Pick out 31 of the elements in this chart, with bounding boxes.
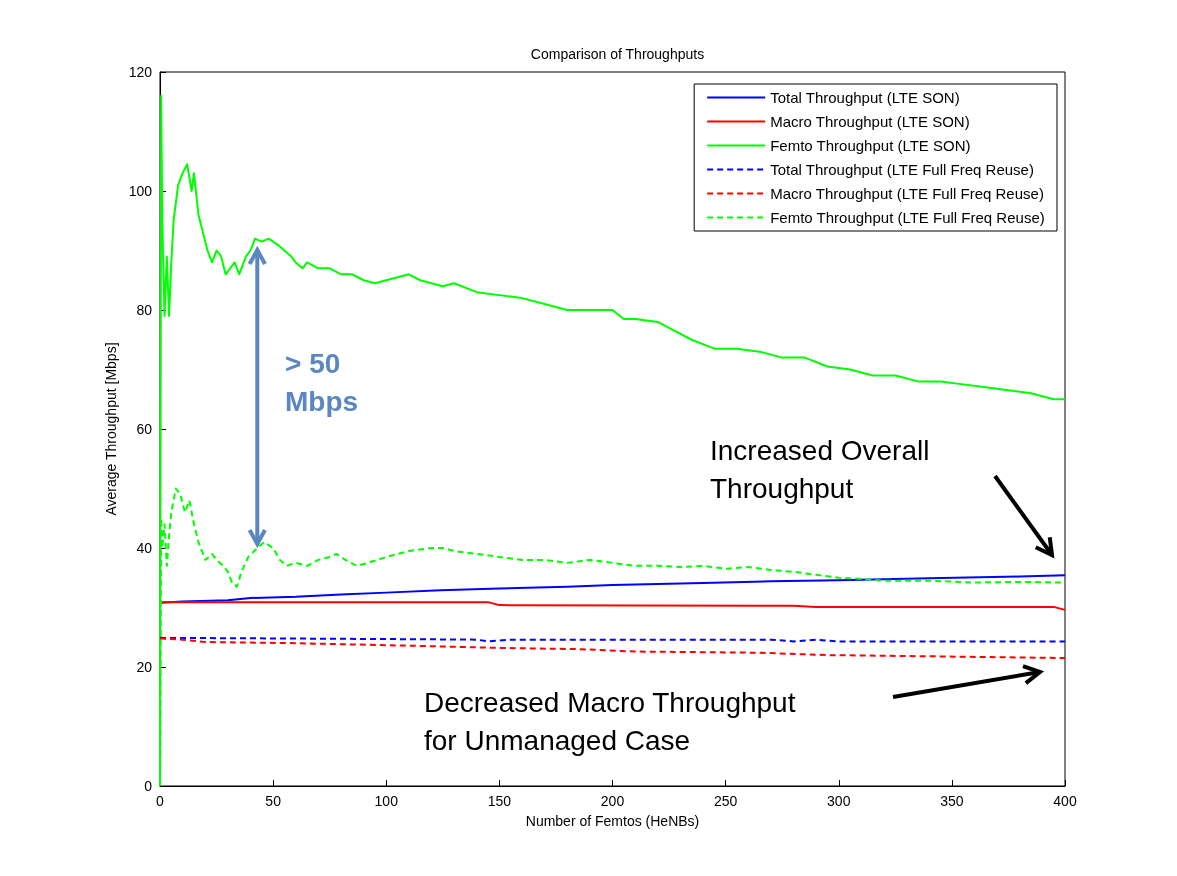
legend-label: Total Throughput (LTE Full Freq Reuse) [770, 161, 1034, 178]
x-axis-title: Number of Femtos (HeNBs) [525, 813, 700, 829]
line-series [159, 601, 1066, 611]
x-tick-label: 300 [827, 793, 851, 809]
line-series [159, 637, 1066, 660]
legend-label: Macro Throughput (LTE SON) [770, 113, 970, 130]
annotation: Decreased Macro Throughput for Unmanaged Case [424, 687, 796, 757]
y-tick-label: 120 [128, 64, 153, 80]
x-tick-label: 400 [1053, 793, 1077, 809]
y-tick-label: 100 [128, 183, 153, 199]
x-tick-label: 100 [374, 793, 399, 809]
x-tick-label: 0 [156, 793, 165, 809]
x-tick-label: 350 [940, 793, 964, 809]
y-tick-label: 80 [136, 302, 153, 318]
legend-label: Total Throughput (LTE SON) [770, 89, 960, 106]
annotation: Increased Overall Throughput [710, 435, 930, 505]
x-tick-label: 250 [713, 793, 738, 809]
legend-label: Femto Throughput (LTE SON) [770, 137, 971, 154]
y-tick-label: 20 [136, 659, 153, 675]
x-tick-label: 50 [265, 793, 282, 809]
legend-label: Femto Throughput (LTE Full Freq Reuse) [770, 209, 1045, 226]
y-tick-label: 60 [136, 421, 153, 437]
y-tick-label: 0 [144, 778, 153, 794]
line-series [159, 574, 1066, 604]
y-tick-label: 40 [136, 540, 153, 556]
chart-title: Comparison of Throughputs [530, 46, 705, 62]
x-tick-label: 200 [600, 793, 625, 809]
x-tick-label: 150 [487, 793, 512, 809]
legend-label: Macro Throughput (LTE Full Freq Reuse) [770, 185, 1044, 202]
annotation: > 50 Mbps [285, 348, 359, 418]
y-axis-title: Average Throughput [Mbps] [102, 342, 119, 516]
